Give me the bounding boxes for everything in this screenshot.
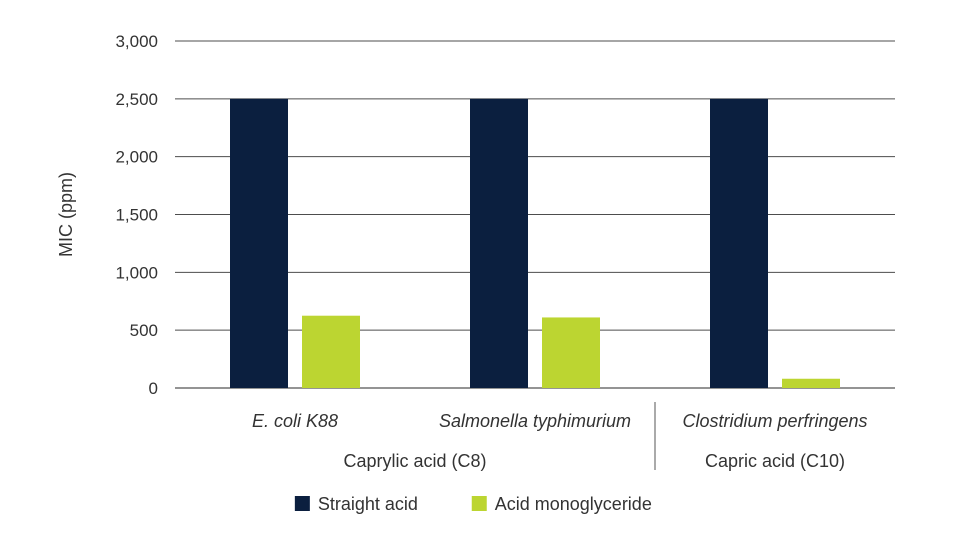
group-label: Capric acid (C10)	[705, 451, 845, 471]
legend: Straight acid Acid monoglyceride	[294, 494, 652, 514]
category-label: Clostridium perfringens	[682, 411, 867, 431]
y-axis-ticks: 0 500 1,000 1,500 2,000 2,500 3,000	[115, 32, 158, 398]
category-label: E. coli K88	[252, 411, 338, 431]
gridlines	[175, 40, 895, 389]
legend-swatch	[471, 496, 487, 511]
bar-acid-monoglyceride	[302, 315, 360, 388]
y-tick-label: 500	[130, 321, 158, 340]
legend-label: Straight acid	[318, 494, 418, 514]
bars	[230, 98, 840, 388]
group-label: Caprylic acid (C8)	[343, 451, 486, 471]
bar-straight-acid	[710, 98, 768, 388]
y-axis-title: MIC (ppm)	[56, 172, 76, 257]
category-label: Salmonella typhimurium	[439, 411, 631, 431]
legend-swatch	[294, 496, 310, 511]
y-tick-label: 2,500	[115, 90, 158, 109]
y-tick-label: 1,000	[115, 263, 158, 282]
bar-straight-acid	[230, 98, 288, 388]
bar-acid-monoglyceride	[542, 317, 600, 388]
bar-acid-monoglyceride	[782, 378, 840, 388]
bar-straight-acid	[470, 98, 528, 388]
legend-label: Acid monoglyceride	[495, 494, 652, 514]
x-axis: E. coli K88 Salmonella typhimurium Clostri…	[252, 402, 868, 471]
y-tick-label: 0	[149, 379, 158, 398]
y-tick-label: 3,000	[115, 32, 158, 51]
y-tick-label: 2,000	[115, 148, 158, 167]
y-tick-label: 1,500	[115, 206, 158, 225]
